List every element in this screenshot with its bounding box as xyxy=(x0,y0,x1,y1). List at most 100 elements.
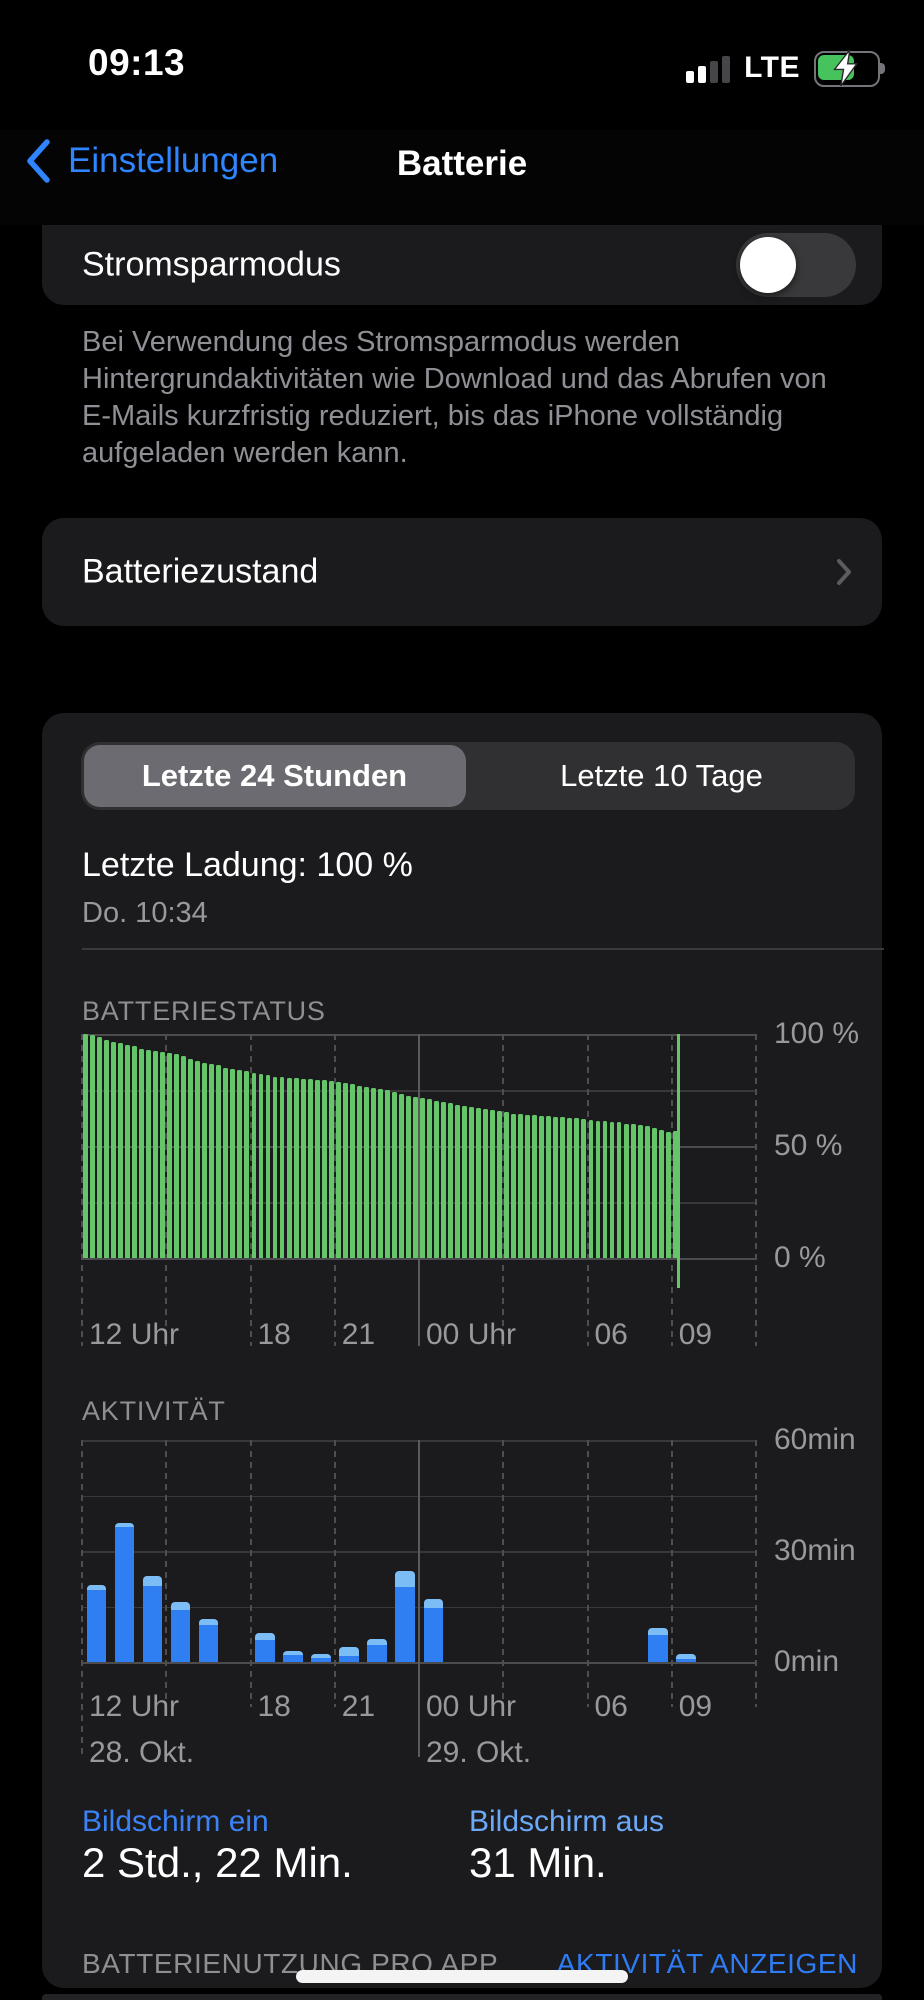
battery-bar xyxy=(476,1107,482,1258)
segment-last-24-hours[interactable]: Letzte 24 Stunden xyxy=(141,758,408,793)
x-axis-label: 12 Uhr xyxy=(89,1318,180,1351)
battery-bar xyxy=(167,1053,173,1258)
home-indicator[interactable] xyxy=(296,1970,628,1983)
x-axis-label: 21 xyxy=(341,1690,376,1723)
battery-chart-title: BATTERIESTATUS xyxy=(82,996,326,1026)
battery-bar xyxy=(581,1119,587,1258)
battery-bar xyxy=(342,1083,348,1258)
cellular-signal-icon xyxy=(686,53,731,83)
low-power-mode-toggle[interactable] xyxy=(736,233,856,297)
battery-bar xyxy=(356,1085,362,1258)
activity-bar-screen-on xyxy=(283,1655,303,1662)
toggle-knob xyxy=(740,237,796,293)
current-time-marker xyxy=(677,1034,681,1288)
battery-bar xyxy=(139,1048,145,1258)
battery-bar xyxy=(672,1131,678,1258)
battery-health-row[interactable]: Batteriezustand xyxy=(42,518,882,626)
clock: 09:13 xyxy=(88,42,186,83)
gridline-x-dashed xyxy=(333,1440,336,1707)
screen-off-label: Bildschirm aus xyxy=(469,1805,665,1838)
activity-bar-screen-off xyxy=(86,1584,106,1590)
activity-bar-screen-on xyxy=(255,1639,275,1662)
x-axis-label: 00 Uhr xyxy=(426,1318,517,1351)
activity-bar-screen-off xyxy=(339,1646,359,1656)
activity-bar-screen-off xyxy=(395,1570,415,1587)
battery-bar xyxy=(90,1035,95,1258)
x-axis-label: 21 xyxy=(341,1318,376,1351)
battery-bar xyxy=(104,1039,109,1258)
low-power-mode-row: Stromsparmodus xyxy=(42,225,882,305)
battery-bar xyxy=(511,1113,517,1258)
y-axis-label: 60min xyxy=(774,1423,856,1456)
activity-bar-screen-on xyxy=(170,1610,191,1662)
y-axis-label: 0min xyxy=(774,1645,840,1678)
battery-bar xyxy=(111,1041,116,1258)
y-axis-label: 30min xyxy=(774,1534,856,1567)
battery-bar xyxy=(504,1112,510,1258)
activity-bar-screen-off xyxy=(114,1522,135,1527)
battery-usage-card: Letzte 24 Stunden Letzte 10 Tage Letzte … xyxy=(42,713,884,1988)
x-axis-label: 06 xyxy=(594,1318,628,1351)
battery-bar xyxy=(216,1065,222,1258)
x-axis-label: 18 xyxy=(257,1318,291,1351)
battery-bar xyxy=(174,1054,180,1258)
battery-bar xyxy=(349,1084,355,1258)
battery-bar xyxy=(118,1042,123,1258)
battery-bar xyxy=(539,1115,545,1258)
battery-bar xyxy=(160,1051,166,1258)
battery-bar xyxy=(560,1116,566,1258)
activity-bar-screen-on xyxy=(423,1607,443,1662)
battery-bar xyxy=(637,1124,643,1258)
battery-bar xyxy=(300,1078,306,1258)
last-charge-title: Letzte Ladung: 100 % xyxy=(82,846,413,884)
gridline-x-dashed xyxy=(333,1034,336,1346)
back-button[interactable]: Einstellungen xyxy=(24,138,278,184)
segment-last-10-days[interactable]: Letzte 10 Tage xyxy=(560,758,763,793)
battery-bar xyxy=(153,1050,159,1258)
screen-on-label: Bildschirm ein xyxy=(82,1805,269,1838)
battery-level-chart[interactable]: 100 % 50 % 0 % 12 Uhr 18 21 00 Uhr 06 09 xyxy=(81,1017,859,1351)
screen-on-value: 2 Std., 22 Min. xyxy=(82,1839,353,1886)
activity-chart[interactable]: 60min 30min 0min 12 Uhr 18 21 00 Uhr 06 09 28. Ok… xyxy=(81,1423,856,1769)
battery-bar xyxy=(307,1078,313,1258)
low-power-mode-description: Bei Verwendung des Stromsparmodus werden… xyxy=(82,326,827,469)
gridline-x-dashed xyxy=(502,1440,505,1707)
x-axis-label: 00 Uhr xyxy=(426,1690,517,1723)
activity-bar-screen-off xyxy=(423,1599,443,1608)
gridline-x-dashed xyxy=(586,1034,589,1346)
activity-bar-screen-off xyxy=(648,1627,668,1635)
battery-bar xyxy=(209,1064,215,1258)
battery-bar xyxy=(609,1122,615,1258)
battery-bar xyxy=(335,1082,341,1258)
activity-bar-screen-off xyxy=(170,1602,191,1611)
battery-bar xyxy=(272,1076,278,1258)
battery-bar xyxy=(497,1111,503,1258)
battery-bar xyxy=(244,1070,250,1258)
activity-bar-screen-on xyxy=(198,1625,219,1662)
activity-bar-screen-on xyxy=(367,1644,387,1662)
battery-bar xyxy=(370,1087,376,1258)
navigation-bar: Einstellungen Batterie xyxy=(0,130,924,225)
gridline-x-dashed xyxy=(755,1440,757,1707)
divider xyxy=(82,948,884,950)
activity-bar-screen-off xyxy=(142,1576,163,1587)
battery-bar xyxy=(279,1076,285,1258)
gridline-x-dashed xyxy=(165,1034,168,1346)
day-boundary-line xyxy=(418,1440,420,1757)
battery-bar xyxy=(188,1058,194,1258)
status-bar: 09:13 LTE xyxy=(0,0,924,130)
battery-bar xyxy=(258,1074,264,1258)
gridline-x-dashed xyxy=(670,1440,673,1707)
activity-bar-screen-on xyxy=(114,1526,135,1662)
battery-bar xyxy=(616,1122,622,1258)
gridline-x-dashed xyxy=(670,1034,673,1346)
battery-bar xyxy=(462,1105,468,1258)
segment-selected-background xyxy=(84,745,466,807)
battery-bar xyxy=(377,1088,383,1258)
x-axis-label: 09 xyxy=(678,1318,713,1351)
battery-charging-icon xyxy=(814,50,888,87)
next-section-card-top xyxy=(42,1994,882,2000)
gridline-x-dashed xyxy=(165,1440,168,1707)
activity-bar-screen-off xyxy=(255,1632,275,1640)
battery-bar xyxy=(420,1097,425,1258)
